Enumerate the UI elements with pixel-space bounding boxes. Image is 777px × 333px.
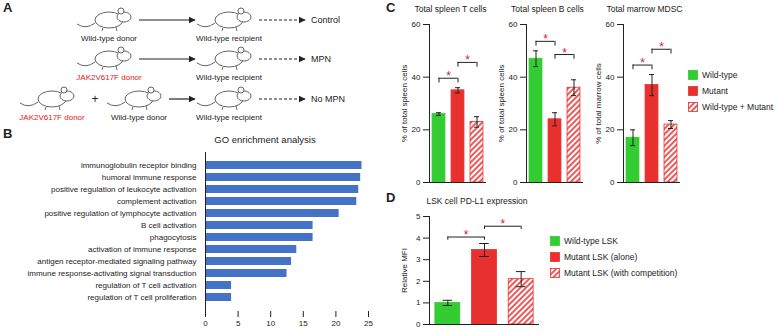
svg-text:*: *: [659, 40, 664, 54]
html-text:LSK cell PD-L1 expression: LSK cell PD-L1 expression: [426, 196, 528, 206]
svg-text:60: 60: [412, 20, 421, 29]
svg-text:MPN: MPN: [311, 54, 331, 64]
html-text:Wild-type LSK: Wild-type LSK: [564, 236, 618, 246]
svg-text:antigen receptor-mediated sign: antigen receptor-mediated signaling path…: [37, 257, 196, 266]
svg-text:2: 2: [416, 277, 421, 286]
svg-text:immune response-activating sig: immune response-activating signal transd…: [28, 269, 197, 278]
svg-text:15: 15: [299, 319, 308, 328]
html-text:Total spleen B cells: Total spleen B cells: [511, 4, 584, 14]
svg-text:positive regulation of leukocy: positive regulation of leukocyte activat…: [51, 185, 196, 194]
svg-text:No MPN: No MPN: [311, 94, 345, 104]
svg-text:25: 25: [364, 319, 373, 328]
svg-text:*: *: [464, 228, 469, 242]
svg-text:Relative MFI: Relative MFI: [400, 248, 409, 293]
svg-text:4: 4: [416, 234, 421, 243]
html-text:B: B: [3, 126, 13, 141]
svg-text:Wild-type donor: Wild-type donor: [111, 113, 167, 122]
svg-text:40: 40: [412, 73, 421, 82]
html-text:Mutant: Mutant: [702, 86, 728, 96]
svg-text:humoral immune response: humoral immune response: [102, 173, 197, 182]
svg-text:% of total spleen cells: % of total spleen cells: [497, 65, 506, 142]
svg-text:0: 0: [416, 320, 421, 329]
svg-text:40: 40: [606, 73, 615, 82]
svg-text:Wild-type recipient: Wild-type recipient: [196, 113, 263, 122]
html-text:Wild-type + Mutant: Wild-type + Mutant: [702, 102, 774, 112]
svg-text:Wild-type donor: Wild-type donor: [81, 34, 137, 43]
svg-text:*: *: [446, 69, 451, 83]
svg-text:20: 20: [606, 125, 615, 134]
svg-text:5: 5: [236, 319, 241, 328]
html-text:GO enrichment analysis: GO enrichment analysis: [214, 134, 316, 145]
html-text:Mutant LSK (with competition): Mutant LSK (with competition): [564, 268, 678, 278]
svg-text:phagocytosis: phagocytosis: [150, 233, 197, 242]
svg-text:*: *: [562, 46, 567, 60]
svg-text:*: *: [640, 56, 645, 70]
svg-text:regulation of T cell activatio: regulation of T cell activation: [95, 281, 196, 290]
html-text:Mutant LSK (alone): Mutant LSK (alone): [564, 252, 638, 262]
svg-text:% of total marrow cells: % of total marrow cells: [594, 63, 603, 143]
svg-text:1: 1: [416, 298, 421, 307]
html-text:A: A: [3, 0, 13, 15]
svg-text:JAK2V617F donor: JAK2V617F donor: [76, 73, 142, 82]
svg-text:Wild-type recipient: Wild-type recipient: [196, 73, 263, 82]
svg-text:*: *: [543, 32, 548, 46]
svg-text:20: 20: [412, 125, 421, 134]
html-text:Wild-type: Wild-type: [702, 70, 738, 80]
svg-text:60: 60: [606, 20, 615, 29]
svg-text:% of total spleen cells: % of total spleen cells: [400, 65, 409, 142]
svg-text:0: 0: [203, 319, 208, 328]
svg-text:*: *: [500, 217, 505, 231]
svg-text:immunoglobulin receptor bindin: immunoglobulin receptor binding: [81, 161, 197, 170]
svg-text:Wild-type recipient: Wild-type recipient: [196, 34, 263, 43]
svg-text:JAK2V617F donor: JAK2V617F donor: [19, 113, 85, 122]
svg-text:B cell activation: B cell activation: [141, 221, 197, 230]
html-text:C: C: [386, 0, 396, 15]
svg-text:0: 0: [416, 178, 421, 187]
svg-text:60: 60: [509, 20, 518, 29]
svg-text:5: 5: [416, 212, 421, 221]
svg-text:0: 0: [610, 178, 615, 187]
svg-text:+: +: [91, 92, 98, 106]
html-text:D: D: [386, 190, 396, 205]
svg-text:0: 0: [513, 178, 518, 187]
svg-text:complement activation: complement activation: [117, 197, 197, 206]
svg-text:regulation of T cell prolifera: regulation of T cell proliferation: [87, 293, 196, 302]
svg-text:40: 40: [509, 73, 518, 82]
svg-text:20: 20: [509, 125, 518, 134]
svg-text:20: 20: [331, 319, 340, 328]
svg-text:Control: Control: [311, 15, 340, 25]
svg-text:activation of immune response: activation of immune response: [88, 245, 197, 254]
html-text:Total spleen T cells: Total spleen T cells: [414, 4, 487, 14]
svg-text:3: 3: [416, 255, 421, 264]
svg-text:*: *: [465, 53, 470, 67]
svg-text:positive regulation of lymphoc: positive regulation of lymphocyte activa…: [44, 209, 196, 218]
html-text:Total marrow MDSC: Total marrow MDSC: [606, 4, 683, 14]
svg-text:10: 10: [266, 319, 275, 328]
